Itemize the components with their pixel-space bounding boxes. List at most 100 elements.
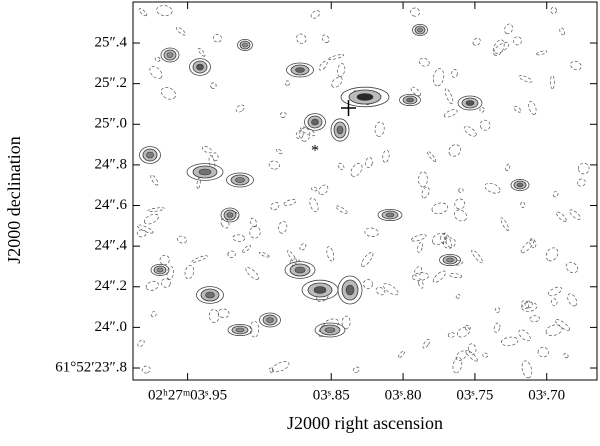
negative-contour [321,34,330,43]
contour [231,325,249,335]
contour [439,253,461,266]
plot-frame [132,1,598,381]
source-markers: * [311,100,356,160]
negative-contour [518,75,533,83]
y-tick-label: 24″.2 [95,278,128,294]
x-tick-label: 03ˢ.75 [456,387,493,403]
negative-contour [479,119,491,131]
negative-contour [479,106,485,113]
negative-contour [547,286,563,297]
negative-contour [458,188,464,193]
negative-contour [559,27,566,36]
negative-contour [156,5,173,16]
contour [220,207,240,223]
negative-contour [465,350,478,362]
contour [156,267,164,273]
negative-contour [449,273,463,279]
negative-contour [456,326,471,338]
negative-contour [421,186,430,199]
negative-contour [565,262,579,274]
negative-contour [227,250,236,258]
negative-contour [444,88,454,105]
negative-contour [318,184,329,196]
negative-contour [271,361,290,373]
negative-contour [455,293,461,299]
y-tick-label: 24″.8 [95,156,128,172]
contour-map [136,5,590,379]
negative-contour [528,101,537,115]
negative-contour [310,10,321,19]
negative-contour [513,105,522,113]
negative-contour [418,278,424,289]
negative-contour [521,360,533,379]
negative-contour [556,211,567,222]
negative-contour [418,57,430,67]
negative-contour [455,350,467,361]
contour [446,257,454,263]
contour [166,52,174,58]
negative-contour [283,199,297,206]
contour [381,210,399,220]
negative-contour [311,186,318,192]
negative-contour [411,234,427,242]
negative-contour [191,255,208,263]
negative-contour [504,23,513,35]
x-axis-label: J2000 right ascension [287,413,443,433]
negative-contour [451,69,458,78]
negative-contour [577,178,586,187]
negative-contour [328,54,345,60]
contour [286,62,314,78]
contour [406,97,414,103]
negative-contour [309,197,319,213]
negative-contour [137,339,145,348]
plus-marker [341,100,356,116]
negative-contour [382,283,399,296]
negative-contour [352,366,360,373]
negative-contour [443,237,456,249]
contour [189,58,211,76]
contour [139,146,161,164]
negative-contour [249,226,261,239]
negative-contour [166,266,174,280]
negative-contour [518,329,531,342]
contour [465,100,475,106]
contour [356,93,374,101]
contour [223,209,237,221]
contour [324,327,336,333]
negative-contour [500,217,510,231]
negative-contour [550,75,555,90]
negative-contour [144,213,159,225]
negative-contour [331,76,343,88]
negative-contour [529,238,537,249]
negative-contour [537,346,549,358]
negative-contour [417,241,423,253]
contour [153,265,167,275]
negative-contour [350,162,363,177]
negative-contour [569,209,581,220]
negative-contour [160,87,176,100]
negative-contour [414,266,423,277]
negative-contour [245,267,259,280]
negative-contour [276,148,283,155]
negative-contour [337,63,346,78]
contour [313,286,327,294]
negative-contour [335,205,348,214]
y-tick-label: 25″.4 [95,34,128,50]
negative-contour [176,26,186,36]
negative-contour [447,332,455,338]
negative-contour [249,320,260,338]
contour [319,324,341,336]
contour [230,174,250,186]
contour [150,263,170,276]
contour [142,148,158,162]
negative-contour [364,227,379,237]
negative-contour [278,221,288,234]
y-axis-label: J2000 declination [4,136,24,263]
negative-contour [550,298,558,307]
contour [205,291,215,299]
contour [385,212,395,218]
contour [239,40,251,50]
negative-contour [454,198,466,210]
negative-contour [337,162,345,171]
contour [377,208,403,221]
